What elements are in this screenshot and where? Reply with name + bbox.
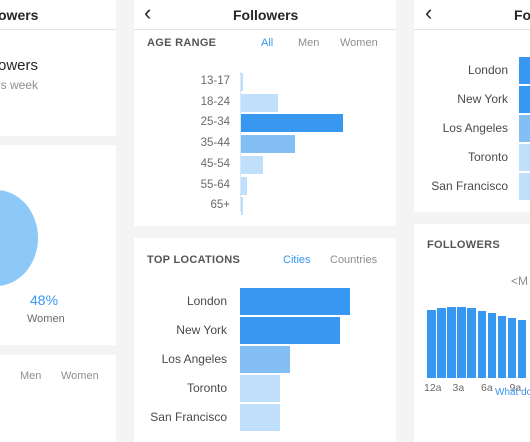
nav-title: owers xyxy=(0,7,39,23)
location-bar xyxy=(240,288,350,315)
age-label: 35-44 xyxy=(200,137,230,150)
age-label: 13-17 xyxy=(200,75,230,87)
section-separator xyxy=(0,136,116,145)
age-label: 65+ xyxy=(210,199,230,212)
location-label: London xyxy=(186,294,227,308)
section-separator xyxy=(0,345,116,355)
section-separator xyxy=(134,226,396,238)
hour-bar xyxy=(467,308,476,378)
age-bar xyxy=(241,114,343,133)
hour-bar xyxy=(487,313,497,378)
nav-bar: owers xyxy=(0,0,116,30)
age-label: 45-54 xyxy=(200,157,230,170)
tab-countries[interactable]: Countries xyxy=(330,254,378,266)
location-bar xyxy=(519,57,530,84)
followers-heading: owers xyxy=(0,57,39,74)
hour-tick-label: 3a xyxy=(452,382,465,394)
location-label: San Francisco xyxy=(150,410,227,424)
tab-all[interactable]: All xyxy=(261,37,274,49)
tab-cities[interactable]: Cities xyxy=(283,254,311,266)
location-bar xyxy=(240,346,290,373)
left-screen: owers owers is week 48% Women Men Women xyxy=(0,0,116,442)
age-bar xyxy=(241,155,263,174)
location-label: London xyxy=(467,63,508,77)
hour-tick-label: 9a xyxy=(509,382,522,394)
age-bar xyxy=(241,135,295,154)
tab-women[interactable]: Women xyxy=(340,37,378,49)
nav-title: Followers xyxy=(233,7,299,23)
top-locations-heading: TOP LOCATIONS xyxy=(147,254,241,266)
followers-heading: FOLLOWERS xyxy=(427,239,500,251)
age-label: 18-24 xyxy=(200,95,230,108)
back-chevron-icon[interactable]: ‹ xyxy=(425,0,433,25)
age-axis-line xyxy=(240,72,241,212)
hour-bar xyxy=(517,320,527,378)
location-bar xyxy=(240,404,280,431)
middle-screen: ‹ Followers AGE RANGE All Men Women 13-1… xyxy=(134,0,396,442)
location-label: Los Angeles xyxy=(442,121,508,135)
back-chevron-icon[interactable]: ‹ xyxy=(144,0,152,25)
hour-bar xyxy=(507,318,517,378)
hour-tick-label: 12a xyxy=(424,382,442,394)
age-bar xyxy=(241,93,278,112)
location-label: New York xyxy=(457,92,508,106)
hour-bar xyxy=(457,307,466,378)
nav-bar: ‹ Fo xyxy=(414,0,530,30)
followers-subtitle: is week xyxy=(0,78,39,92)
nav-bar: ‹ Followers xyxy=(134,0,396,30)
hour-bar xyxy=(427,310,436,378)
tab-men[interactable]: Men xyxy=(298,37,320,49)
location-bar xyxy=(240,317,341,344)
location-bar xyxy=(519,173,530,200)
hour-bar xyxy=(477,311,486,378)
pie-slice-men xyxy=(0,190,38,286)
location-bar xyxy=(519,86,530,113)
tab-men[interactable]: Men xyxy=(20,370,42,382)
section-separator xyxy=(414,212,530,224)
prev-day-button[interactable]: <M xyxy=(511,274,529,288)
age-bar xyxy=(241,197,244,216)
location-bar xyxy=(519,144,530,171)
gender-pie-chart xyxy=(0,190,38,286)
learn-more-link[interactable]: What do xyxy=(495,387,530,398)
panel-gap xyxy=(116,0,134,442)
location-bar xyxy=(519,115,530,142)
age-label: 25-34 xyxy=(200,116,230,129)
hour-tick-label: 6a xyxy=(481,382,493,394)
hour-bar xyxy=(447,307,456,378)
panel-gap xyxy=(396,0,414,442)
location-label: San Francisco xyxy=(431,179,508,193)
location-label: New York xyxy=(176,323,227,337)
right-screen: ‹ Fo London New York Los Angeles Toronto San… xyxy=(414,0,530,442)
age-bar xyxy=(241,73,244,91)
location-label: Los Angeles xyxy=(161,352,227,366)
location-label: Toronto xyxy=(186,381,227,395)
location-bar xyxy=(240,375,280,402)
women-percent: 48% xyxy=(30,292,59,308)
women-label: Women xyxy=(27,313,65,325)
age-range-heading: AGE RANGE xyxy=(147,37,217,49)
tab-women[interactable]: Women xyxy=(61,370,99,382)
hour-bar xyxy=(437,308,446,378)
age-label: 55-64 xyxy=(200,178,230,191)
hour-bar xyxy=(497,316,507,378)
location-label: Toronto xyxy=(467,150,508,164)
nav-title: Fo xyxy=(514,7,530,23)
age-bar xyxy=(241,176,248,195)
